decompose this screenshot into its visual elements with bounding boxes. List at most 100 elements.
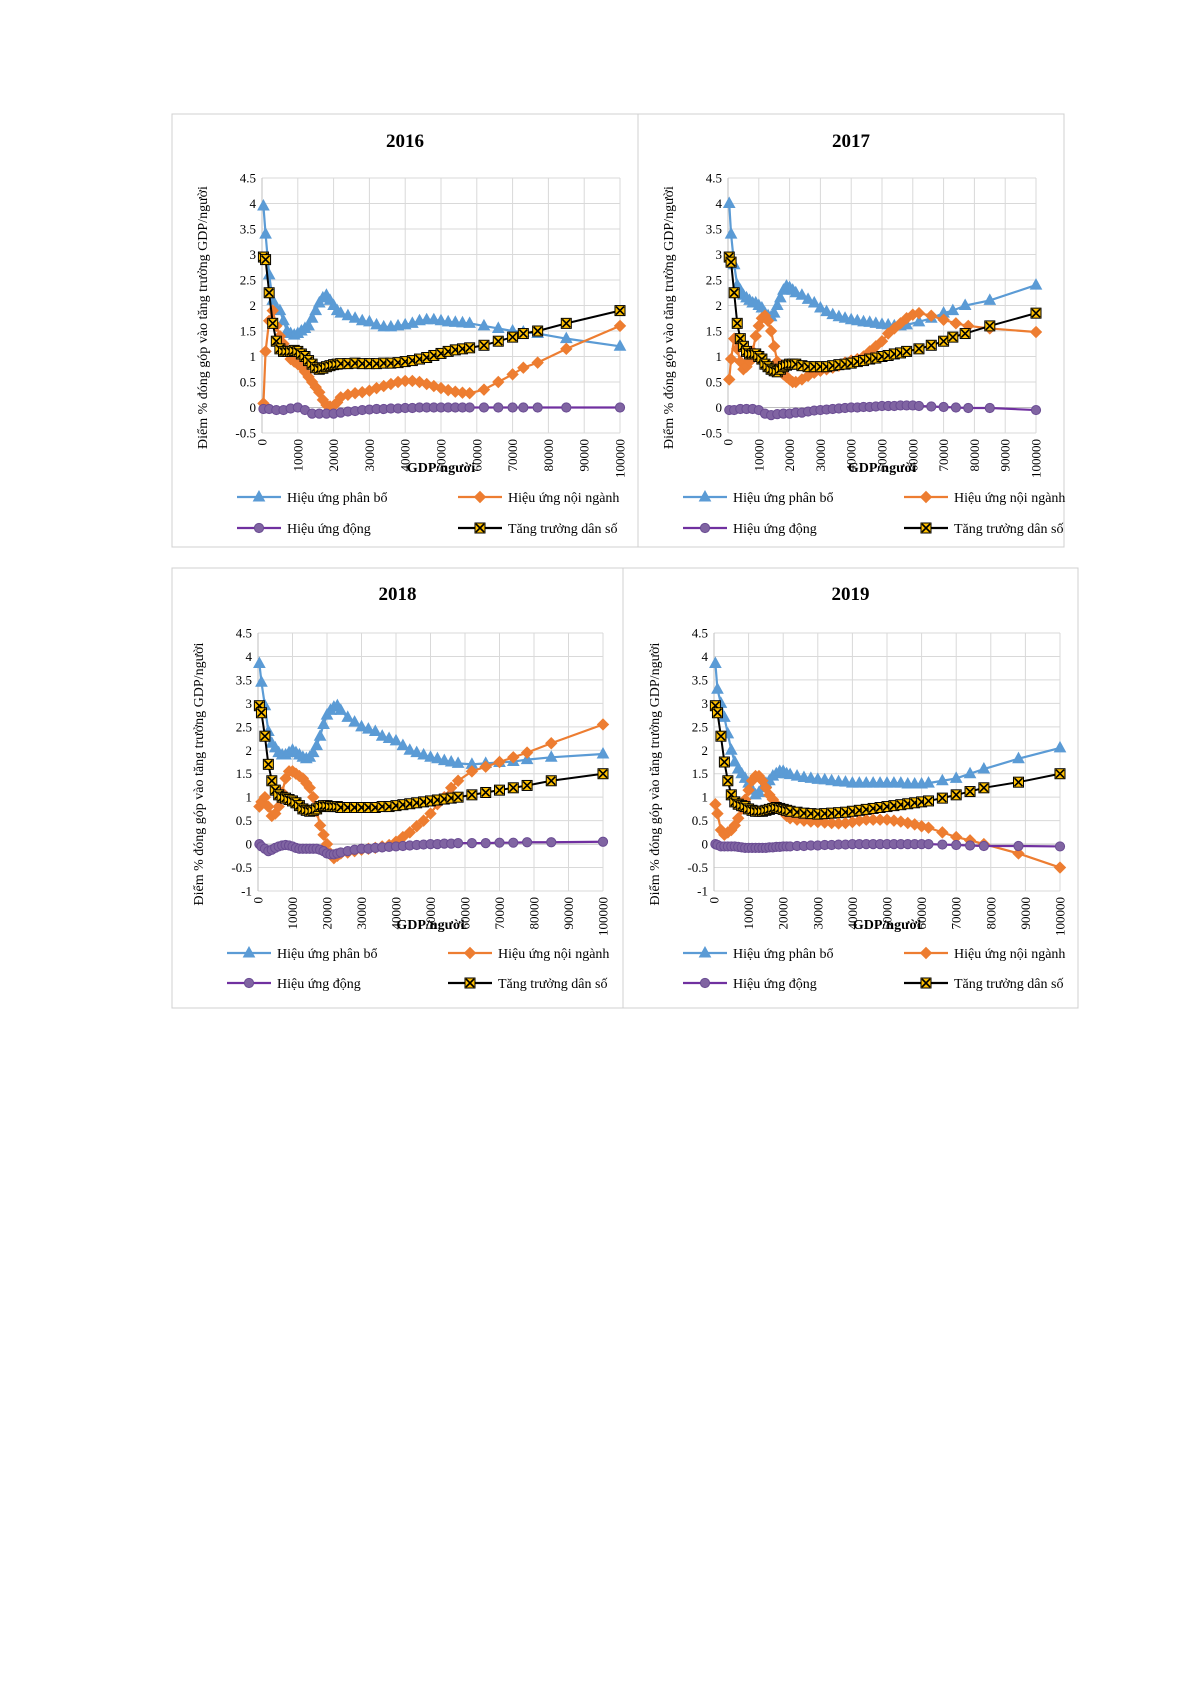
data-point bbox=[348, 311, 362, 323]
data-point bbox=[477, 318, 491, 331]
data-point bbox=[480, 838, 491, 849]
data-point bbox=[913, 400, 925, 412]
chart-title: 2017 bbox=[832, 131, 871, 152]
legend: Hiệu ứng phân bổ Hiệu ứng nội ngành Hiệu ứ… bbox=[237, 489, 619, 537]
chart-panel-2017: 2017 Điểm % đóng góp vào tăng trưởng GDP/… bbox=[637, 113, 1065, 548]
data-point bbox=[348, 715, 361, 727]
data-point-cross bbox=[712, 708, 723, 718]
x-tick-label: 40000 bbox=[845, 897, 860, 930]
data-point-cross bbox=[263, 759, 273, 769]
data-point bbox=[949, 317, 963, 330]
data-point bbox=[508, 837, 519, 848]
data-point bbox=[474, 522, 486, 534]
data-point-cross bbox=[729, 288, 739, 298]
x-tick-label: 70000 bbox=[505, 439, 520, 472]
legend-label: Hiệu ứng nội ngành bbox=[508, 491, 619, 506]
data-point bbox=[259, 730, 271, 742]
y-tick-label: 4 bbox=[246, 649, 253, 664]
data-point bbox=[309, 303, 323, 316]
data-point bbox=[494, 784, 505, 796]
legend: Hiệu ứng phân bổ Hiệu ứng nội ngành Hiệu ứ… bbox=[683, 489, 1065, 537]
data-point bbox=[466, 789, 478, 801]
data-point bbox=[477, 383, 491, 396]
data-point bbox=[417, 814, 430, 827]
x-tick-label: 50000 bbox=[875, 439, 890, 472]
legend-item-intra: Hiệu ứng nội ngành bbox=[904, 490, 1065, 506]
y-tick-label: 4.5 bbox=[236, 626, 252, 641]
data-point bbox=[938, 335, 950, 347]
y-tick-label: 3 bbox=[250, 247, 257, 262]
data-point bbox=[417, 747, 430, 760]
y-tick-label: 3.5 bbox=[692, 672, 708, 687]
series-pop bbox=[709, 700, 1066, 820]
x-axis-title: GDP/người bbox=[848, 461, 916, 476]
data-point bbox=[977, 761, 991, 774]
data-point bbox=[544, 750, 558, 762]
data-point bbox=[699, 977, 711, 989]
data-point bbox=[722, 196, 736, 208]
y-tick-label: 1 bbox=[716, 349, 723, 364]
x-tick-label: 40000 bbox=[389, 897, 404, 930]
data-point bbox=[444, 754, 458, 767]
data-point bbox=[789, 285, 803, 298]
data-point bbox=[901, 345, 913, 357]
x-tick-label: 90000 bbox=[561, 897, 576, 930]
data-point bbox=[262, 800, 275, 813]
data-point bbox=[947, 331, 959, 343]
y-tick-label: 2 bbox=[250, 298, 257, 313]
plot-area bbox=[257, 199, 627, 419]
x-tick-label: 10000 bbox=[290, 439, 305, 472]
data-point-cross bbox=[261, 255, 271, 265]
data-point bbox=[252, 489, 266, 502]
data-point-cross bbox=[948, 332, 958, 342]
data-point bbox=[722, 775, 734, 787]
data-point bbox=[478, 339, 490, 351]
data-point-cross bbox=[494, 785, 505, 795]
series-dyn bbox=[258, 402, 626, 419]
data-point-cross bbox=[939, 336, 949, 346]
data-point bbox=[431, 751, 444, 764]
data-point bbox=[253, 656, 266, 668]
data-point bbox=[1012, 751, 1025, 764]
series-dyn bbox=[724, 400, 1042, 421]
data-point bbox=[963, 766, 977, 779]
chart-border bbox=[622, 567, 1079, 1009]
data-point bbox=[451, 774, 465, 787]
data-point-cross bbox=[508, 332, 518, 342]
data-point bbox=[795, 288, 809, 300]
data-point bbox=[783, 767, 797, 780]
data-point-cross bbox=[921, 523, 931, 533]
data-point bbox=[427, 312, 441, 325]
x-tick-label: 90000 bbox=[1018, 897, 1033, 930]
data-point bbox=[466, 838, 477, 849]
data-point bbox=[920, 977, 932, 989]
data-point bbox=[521, 779, 533, 791]
data-point bbox=[478, 402, 490, 413]
data-point bbox=[355, 719, 368, 732]
y-tick-label: 0 bbox=[702, 837, 709, 852]
data-point-cross bbox=[533, 326, 543, 336]
data-point bbox=[520, 746, 534, 759]
data-point bbox=[949, 771, 963, 783]
data-point bbox=[912, 314, 926, 327]
data-point bbox=[767, 340, 781, 353]
y-axis-title: Điểm % đóng góp vào tăng trưởng GDP/ngườ… bbox=[662, 186, 677, 449]
data-point bbox=[711, 707, 723, 719]
data-point bbox=[545, 775, 557, 787]
y-tick-label: 2.5 bbox=[236, 719, 252, 734]
y-tick-label: 2 bbox=[702, 743, 709, 758]
y-tick-label: 2.5 bbox=[706, 273, 722, 288]
data-point bbox=[984, 320, 996, 332]
x-tick-label: 30000 bbox=[362, 439, 377, 472]
data-point-cross bbox=[732, 318, 742, 328]
data-point-cross bbox=[467, 790, 477, 800]
data-point bbox=[334, 306, 348, 318]
data-point-cross bbox=[493, 336, 503, 346]
data-point bbox=[1012, 847, 1025, 860]
x-tick-label: 80000 bbox=[527, 897, 542, 930]
data-point bbox=[452, 791, 464, 803]
data-point bbox=[362, 722, 375, 734]
series-dyn bbox=[710, 838, 1066, 853]
plot-area bbox=[253, 656, 610, 865]
data-point bbox=[767, 306, 781, 318]
